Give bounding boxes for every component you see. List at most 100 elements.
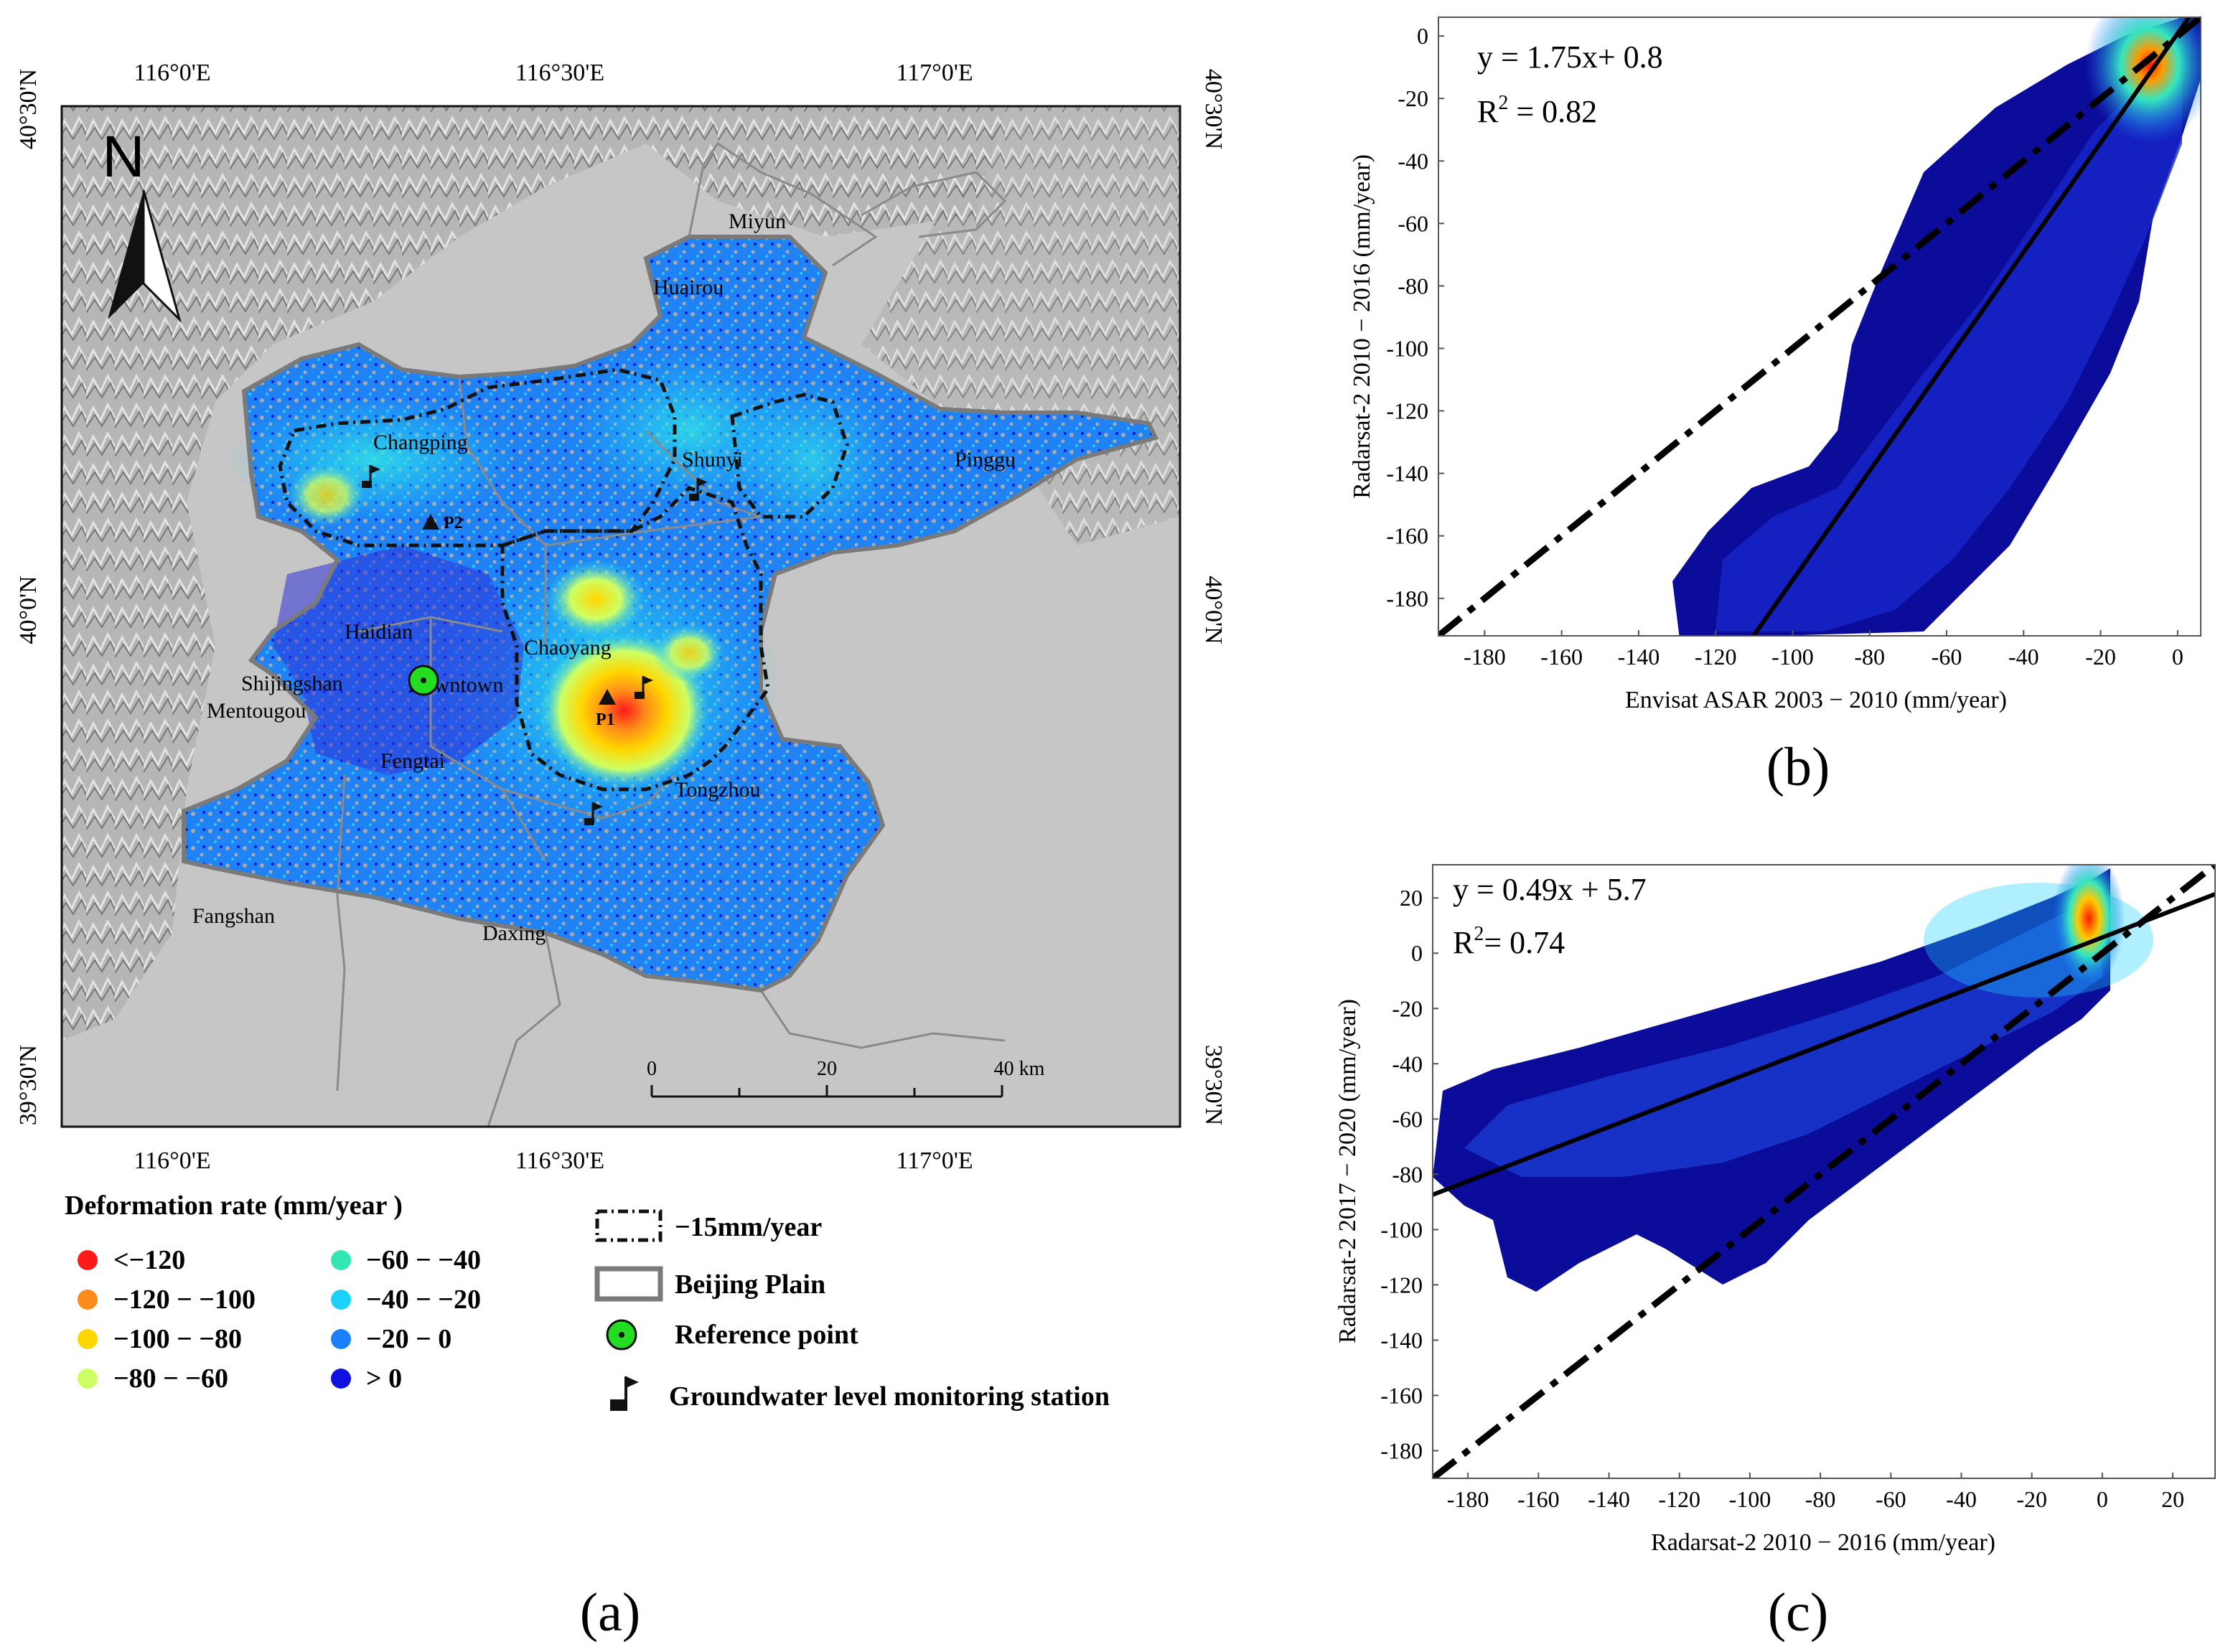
- scatter-c-y-label: Radarsat-2 2017 − 2020 (mm/year): [1334, 999, 1361, 1343]
- scatter-c-y-tick-label-7: -40: [1392, 1051, 1423, 1076]
- panel-label-c: (c): [1768, 1582, 1828, 1643]
- groundwater-station-chaoyang: [635, 676, 653, 699]
- scatter-c-y-tick-label-3: -120: [1380, 1272, 1423, 1297]
- legend-class-label-5: −40 − −20: [366, 1285, 481, 1315]
- scatter-b-y-tick-label-2: -140: [1386, 461, 1428, 487]
- uplift-zone-downtown: [273, 545, 524, 775]
- scatter-b-x-tick-label-5: -80: [1854, 644, 1885, 670]
- subsidence-zone-changping-warm: [287, 463, 366, 527]
- scatter-b-y-tick-label-0: -180: [1386, 586, 1428, 611]
- scatter-c-y-tick-label-0: -180: [1380, 1437, 1423, 1463]
- scatter-c-lines: [1433, 865, 2215, 1478]
- scatter-b-frame: [1438, 17, 2201, 637]
- scatter-c-y-tick-label-8: -20: [1392, 995, 1423, 1021]
- north-label: N: [102, 124, 144, 189]
- district-label-pinggu: Pinggu: [955, 448, 1016, 471]
- reference-point-icon: [606, 1319, 637, 1351]
- scale-label-0: 0: [647, 1058, 657, 1080]
- scatter-c-y-tick-label-6: -60: [1392, 1106, 1423, 1132]
- scatter-c-plot-area: [1433, 865, 2215, 1478]
- district-label-haidian: Haidian: [345, 620, 413, 644]
- lon-tick-top-116-30: 116°30'E: [515, 60, 604, 86]
- scatter-c-x-tick-label-6: -60: [1876, 1486, 1906, 1512]
- lat-tick-left-40-0: 40°0'N: [15, 576, 42, 644]
- scale-label-40: 40 km: [994, 1058, 1045, 1080]
- scatter-c-x-tick-label-0: -180: [1447, 1486, 1489, 1512]
- lon-tick-bottom-116-30: 116°30'E: [515, 1148, 604, 1174]
- scatter-c-x-tick-label-3: -120: [1658, 1486, 1700, 1512]
- legend-swatch-4: [331, 1250, 351, 1270]
- legend-symbol-label-station: Groundwater level monitoring station: [669, 1381, 1110, 1412]
- district-boundary-miyun: [861, 171, 1007, 238]
- district-boundary-huairou: [688, 141, 878, 267]
- plain-boundary-icon: [594, 1266, 663, 1302]
- legend-swatch-3: [78, 1369, 98, 1389]
- scatter-b-y-label: Radarsat-2 2010 − 2016 (mm/year): [1349, 154, 1375, 499]
- district-label-fengtai: Fengtai: [380, 749, 445, 773]
- scatter-b-y-tick-label-3: -120: [1386, 398, 1428, 424]
- scatter-c-x-tick-label-9: 0: [2097, 1486, 2108, 1512]
- scatter-c-x-tick-label-1: -160: [1517, 1486, 1560, 1512]
- lat-tick-left-39-30: 39°30'N: [15, 1045, 42, 1125]
- scatter-c-y-tick-label-10: 20: [1400, 885, 1423, 911]
- legend-swatch-2: [78, 1329, 98, 1349]
- scatter-b-fit-line: [1751, 17, 2192, 636]
- groundwater-station-shunyi: [689, 478, 708, 501]
- boundary-15mm-changping: [278, 367, 677, 548]
- map-panel: Miyun Huairou Changping Shunyi Pinggu Ha…: [15, 60, 1227, 1174]
- p1-marker: P1: [596, 689, 616, 729]
- lat-tick-left-40-30: 40°30'N: [15, 69, 42, 149]
- mountain-hillshade: [62, 106, 1005, 1041]
- scatter-c-x-tick-label-10: 20: [2161, 1486, 2184, 1512]
- scatter-b-x-tick-label-4: -100: [1771, 644, 1814, 670]
- legend-symbol-plain: Beijing Plain: [594, 1266, 825, 1302]
- scatter-b-x-tick-label-3: -120: [1695, 644, 1737, 670]
- legend-swatch-5: [331, 1290, 351, 1310]
- scatter-b-x-tick-label-7: -40: [2008, 644, 2039, 670]
- legend-class-label-1: −120 − −100: [113, 1285, 256, 1315]
- scatter-c-r2: R2= 0.74: [1453, 923, 1565, 960]
- legend-symbol-dashed: −15mm/year: [595, 1209, 822, 1242]
- legend-class-label-3: −80 − −60: [113, 1364, 228, 1394]
- district-label-daxing: Daxing: [482, 921, 546, 945]
- legend-symbol-station: Groundwater level monitoring station: [610, 1376, 1110, 1412]
- scatter-b-r2: R2 = 0.82: [1477, 92, 1597, 129]
- scatter-panel-b: -180 -160 -140 -120 -100 -80 -60 -40 -20 0 -180 -16…: [1349, 17, 2201, 797]
- lat-tick-right-39-30: 39°30'N: [1200, 1045, 1227, 1125]
- scatter-c-y-tick-label-5: -80: [1392, 1161, 1423, 1187]
- scatter-c-x-tick-label-2: -140: [1588, 1486, 1630, 1512]
- reference-point-marker: [408, 665, 439, 696]
- boundary-15mm-shunyi: [730, 393, 849, 519]
- district-label-fangshan: Fangshan: [192, 904, 275, 928]
- scatter-b-x-tick-label-9: 0: [2172, 644, 2183, 670]
- district-label-shunyi: Shunyi: [682, 448, 743, 471]
- scatter-c-x-tick-label-8: -20: [2016, 1486, 2047, 1512]
- map-content: Miyun Huairou Changping Shunyi Pinggu Ha…: [62, 106, 1180, 1127]
- boundary-15mm-chaoyang: [500, 486, 770, 792]
- scatter-c-x-label: Radarsat-2 2010 − 2016 (mm/year): [1651, 1529, 1995, 1556]
- scatter-c-x-tick-label-4: -100: [1729, 1486, 1771, 1512]
- scatter-b-y-tick-label-4: -100: [1386, 335, 1428, 361]
- scatter-panel-c: -180 -160 -140 -120 -100 -80 -60 -40 -20 0 20 -180 -…: [1334, 864, 2216, 1643]
- scatter-c-axes: -180 -160 -140 -120 -100 -80 -60 -40 -20 0 20 -180 -…: [1380, 885, 2184, 1512]
- legend-swatch-6: [331, 1329, 351, 1349]
- map-frame: [60, 105, 1181, 1128]
- scale-bar: 0 20 40 km: [647, 1058, 1045, 1098]
- scatter-b-lines: [1438, 17, 2201, 636]
- scatter-b-x-tick-label-6: -60: [1932, 644, 1962, 670]
- legend-class-label-7: > 0: [366, 1364, 402, 1394]
- dashed-boundary-icon: [595, 1209, 663, 1242]
- scatter-c-reference-line: [1433, 865, 2215, 1478]
- scatter-c-y-tick-label-9: 0: [1411, 940, 1423, 966]
- district-label-shijingshan: Shijingshan: [241, 672, 343, 695]
- legend: Deformation rate (mm/year ) <−120 −120 − …: [65, 1191, 1110, 1412]
- flag-icon: [610, 1376, 639, 1411]
- p2-label: P2: [444, 514, 463, 532]
- district-label-chaoyang: Chaoyang: [524, 636, 612, 660]
- subsidence-zone-east: [725, 373, 897, 545]
- scatter-c-point-cloud-core: [1464, 897, 2103, 1177]
- legend-class-label-4: −60 − −40: [366, 1245, 481, 1275]
- lon-tick-bottom-117-0: 117°0'E: [896, 1148, 973, 1174]
- scatter-c-density-peak: [2053, 865, 2125, 987]
